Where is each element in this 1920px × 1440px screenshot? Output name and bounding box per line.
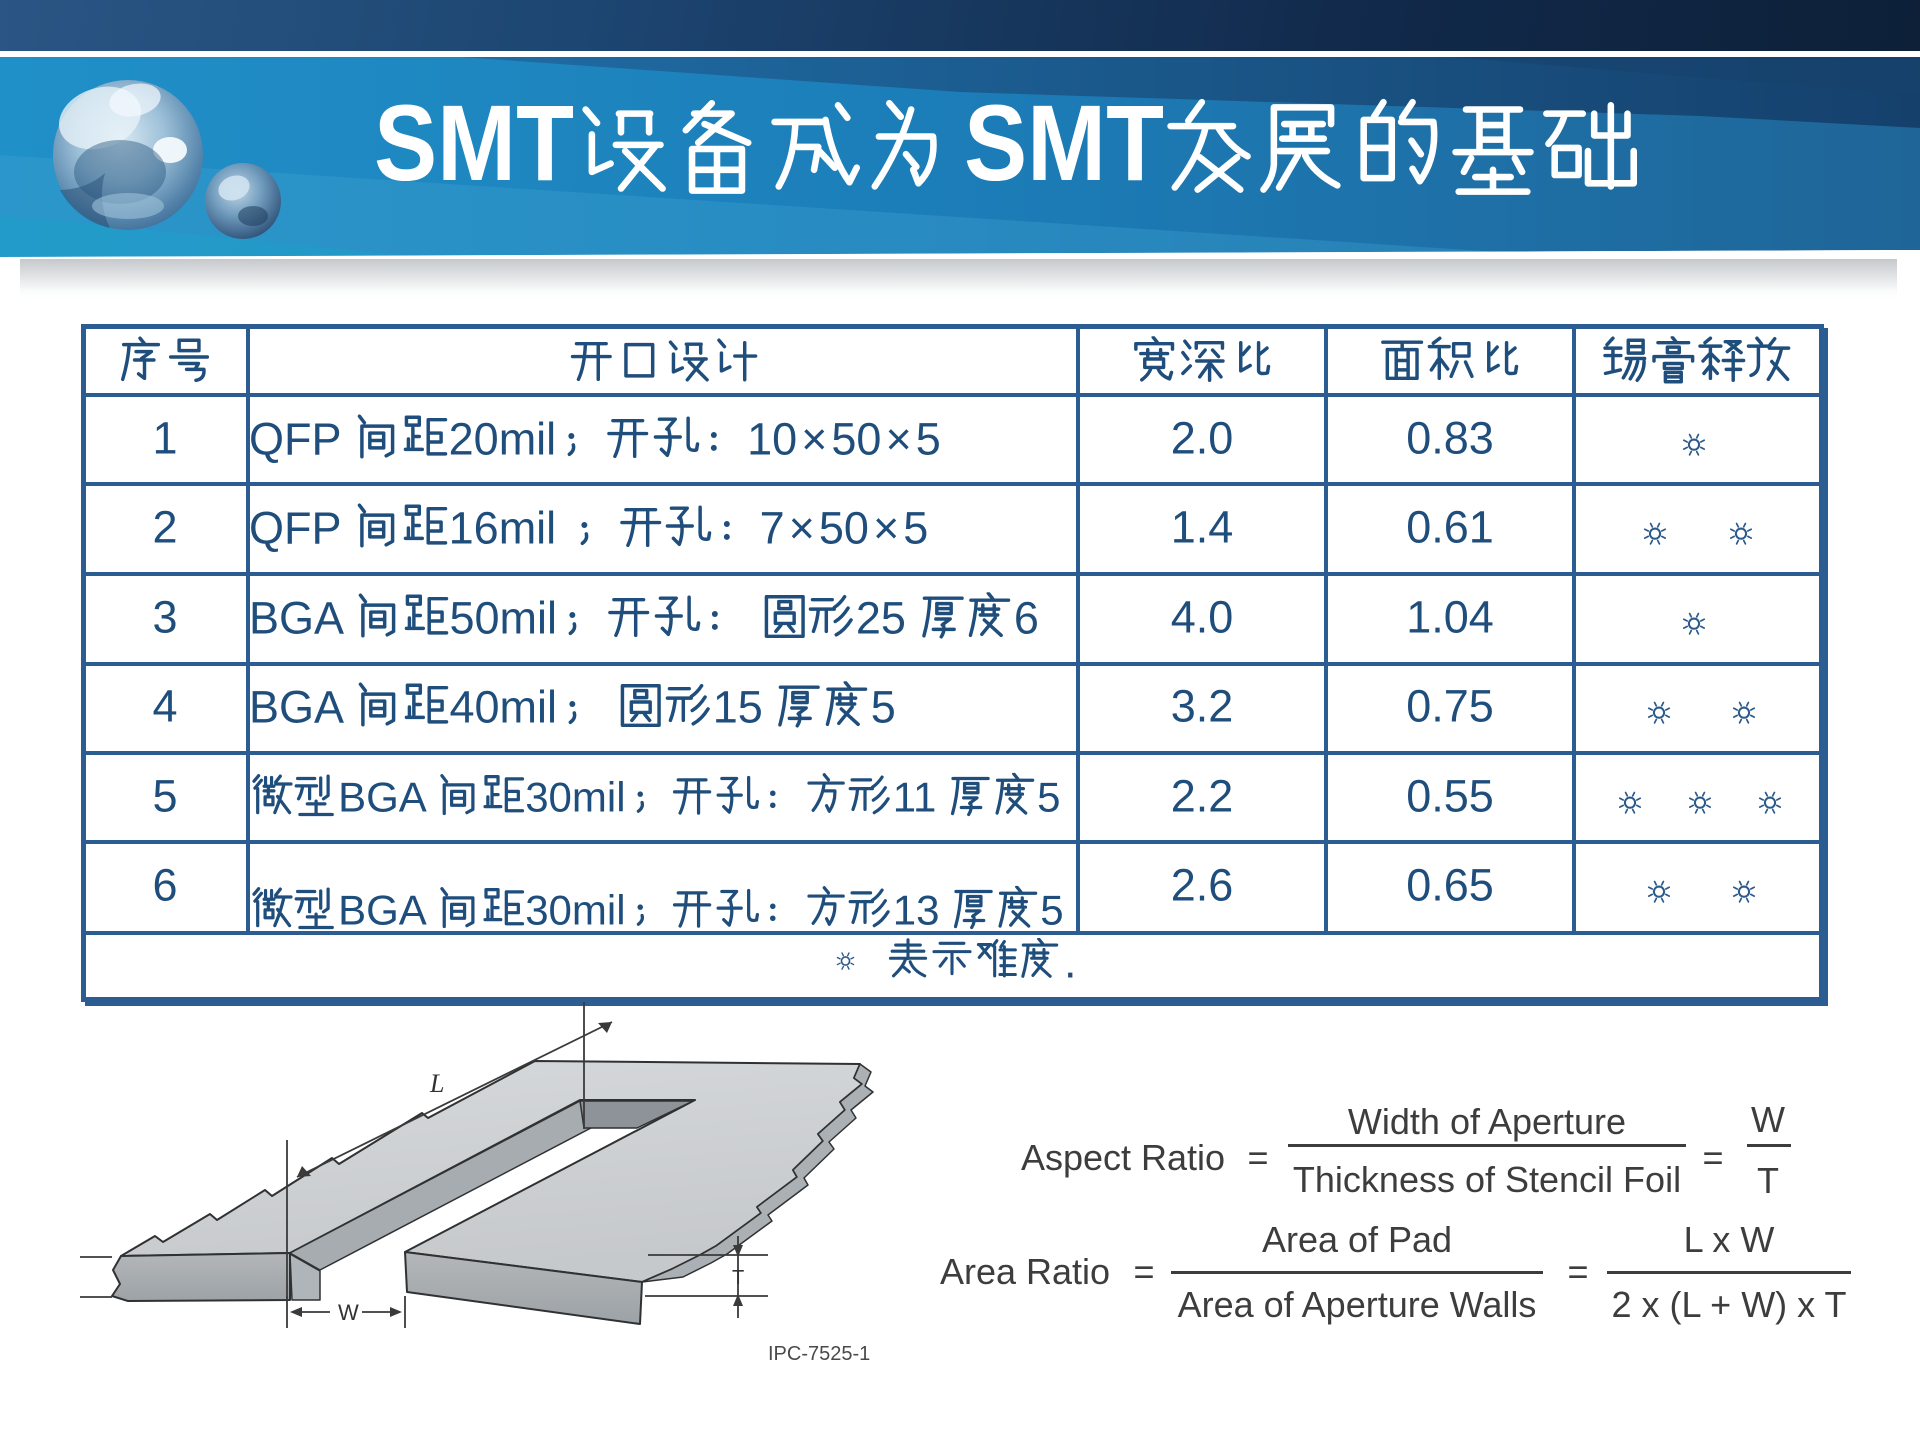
svg-text:L: L (429, 1069, 444, 1098)
svg-text:W: W (338, 1300, 359, 1325)
svg-text:IPC-7525-1: IPC-7525-1 (768, 1343, 870, 1365)
svg-text:T: T (732, 1267, 744, 1289)
